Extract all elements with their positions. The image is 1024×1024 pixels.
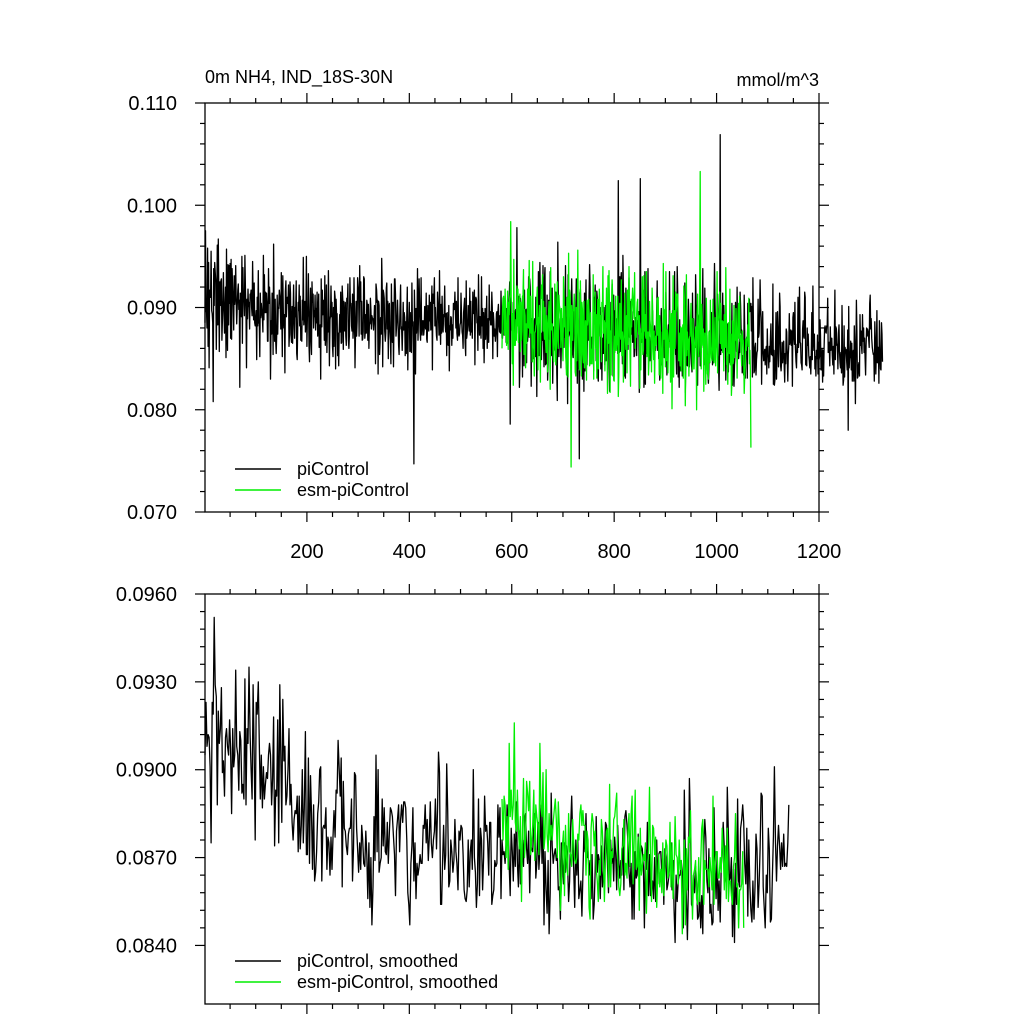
- bottom-panel-series-line-0: [204, 616, 790, 944]
- legend-label-esm-picontrol-smoothed: esm-piControl, smoothed: [297, 972, 498, 992]
- top-panel-x-tick-label: 800: [597, 541, 630, 563]
- top-panel-x-tick-label: 400: [393, 541, 426, 563]
- top-panel-y-tick-label: 0.100: [127, 195, 177, 217]
- legend-label-picontrol-smoothed: piControl, smoothed: [297, 951, 458, 971]
- top-panel-units-label: mmol/m^3: [737, 70, 819, 90]
- bottom-panel-y-tick-label: 0.0960: [116, 584, 177, 606]
- top-panel-title-left: 0m NH4, IND_18S-30N: [205, 67, 393, 88]
- top-panel-y-tick-label: 0.080: [127, 400, 177, 422]
- bottom-panel-ticks-layer: 0.0840 0.0870 0.0900 0.0930 0.0960: [116, 584, 829, 1014]
- bottom-panel-series-layer: [204, 616, 790, 944]
- legend-label-esm-picontrol: esm-piControl: [297, 480, 409, 500]
- bottom-panel-y-tick-label: 0.0840: [116, 935, 177, 957]
- bottom-panel-y-tick-label: 0.0900: [116, 760, 177, 782]
- top-panel-series-layer: [204, 134, 884, 468]
- bottom-panel-series-line-1: [501, 722, 745, 935]
- bottom-panel-y-tick-label: 0.0930: [116, 672, 177, 694]
- legend-label-picontrol: piControl: [297, 459, 369, 479]
- top-panel-series-line-0: [204, 134, 884, 465]
- bottom-panel-y-tick-label: 0.0870: [116, 848, 177, 870]
- top-panel-y-tick-label: 0.070: [127, 502, 177, 524]
- top-panel-series-line-1: [501, 170, 752, 468]
- top-panel-x-tick-label: 1200: [797, 541, 842, 563]
- bottom-panel-legend: piControl, smoothed esm-piControl, smoot…: [235, 951, 498, 992]
- top-panel-y-tick-label: 0.090: [127, 298, 177, 320]
- top-panel-x-tick-label: 200: [290, 541, 323, 563]
- top-panel-y-tick-label: 0.110: [128, 93, 177, 115]
- bottom-panel: 0.0840 0.0870 0.0900 0.0930 0.0960 piControl…: [116, 584, 829, 1014]
- top-panel-x-tick-label: 600: [495, 541, 528, 563]
- top-panel-ticks-layer: 200 400 600 800 1000 1200 0.070 0.080 0.090 0.100…: [127, 93, 841, 563]
- top-panel-legend: piControl esm-piControl: [235, 459, 409, 500]
- top-panel: 0m NH4, IND_18S-30N mmol/m^3 200 400 600 80…: [127, 67, 884, 563]
- top-panel-x-tick-label: 1000: [694, 541, 739, 563]
